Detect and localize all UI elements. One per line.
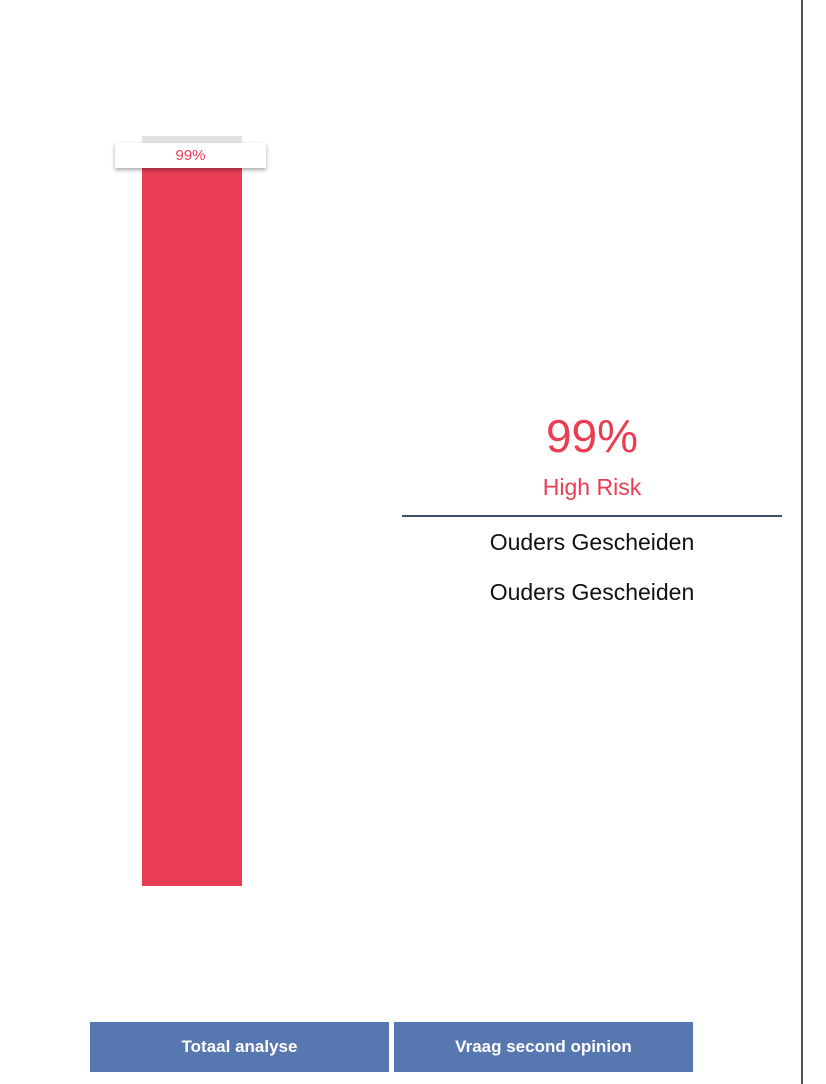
risk-factor-item: Ouders Gescheiden: [489, 579, 695, 605]
risk-bar-tooltip: 99%: [115, 143, 266, 168]
risk-percentage: 99%: [545, 410, 639, 462]
risk-factor-item: Ouders Gescheiden: [489, 529, 695, 555]
risk-summary: 99% High Risk Ouders Gescheiden Ouders G…: [402, 400, 782, 617]
second-opinion-button[interactable]: Vraag second opinion: [394, 1022, 693, 1072]
risk-bar-track: [142, 136, 242, 886]
risk-bar-fill: [142, 143, 242, 886]
risk-level-label: High Risk: [542, 474, 642, 500]
summary-divider: [402, 515, 782, 517]
risk-factor-list: Ouders Gescheiden Ouders Gescheiden: [402, 517, 782, 617]
total-analysis-button[interactable]: Totaal analyse: [90, 1022, 389, 1072]
panel-right-border: [801, 0, 803, 1084]
